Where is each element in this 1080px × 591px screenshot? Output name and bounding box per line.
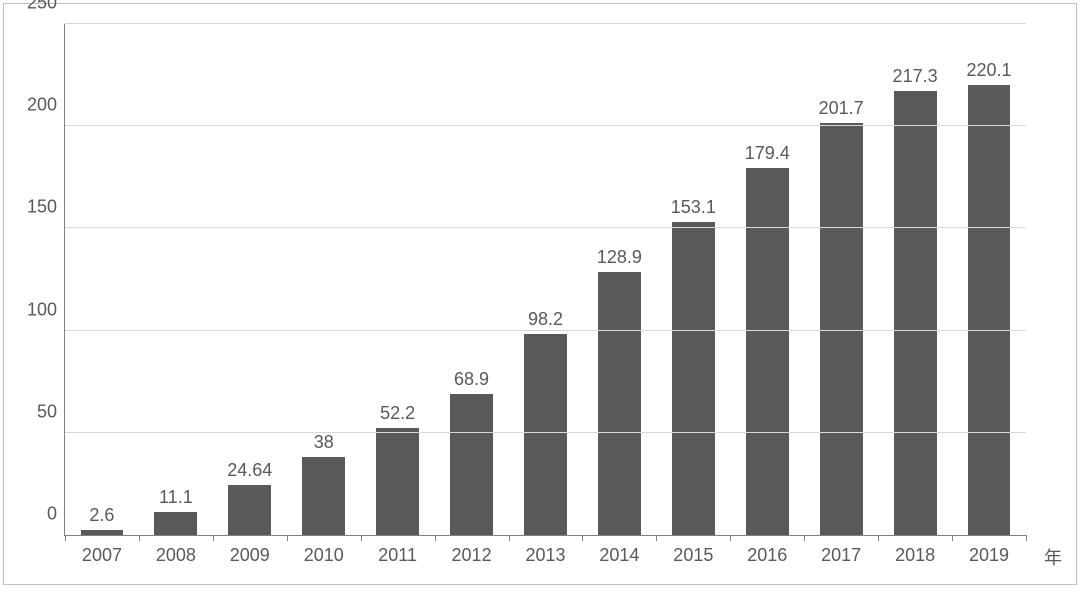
- bar: 220.1: [968, 85, 1011, 535]
- y-tick-label: 200: [27, 95, 65, 116]
- x-tickmark: [213, 535, 214, 541]
- x-tickmark: [435, 535, 436, 541]
- y-tick-label: 150: [27, 197, 65, 218]
- data-label: 24.64: [227, 460, 272, 485]
- bar-slot: 98.22013: [509, 24, 583, 535]
- data-label: 220.1: [966, 60, 1011, 85]
- x-tickmark: [582, 535, 583, 541]
- x-tickmark: [1026, 535, 1027, 541]
- data-label: 2.6: [89, 505, 114, 530]
- x-axis-title: 年: [1044, 544, 1062, 570]
- x-tickmark: [509, 535, 510, 541]
- bar-slot: 382010: [287, 24, 361, 535]
- data-label: 52.2: [380, 403, 415, 428]
- x-tick-label: 2019: [969, 535, 1009, 566]
- gridline: [65, 330, 1026, 331]
- x-tick-label: 2018: [895, 535, 935, 566]
- x-tickmark: [656, 535, 657, 541]
- bar-slot: 2.62007: [65, 24, 139, 535]
- y-tick-label: 0: [47, 504, 65, 525]
- x-tick-label: 2009: [230, 535, 270, 566]
- bar-slot: 11.12008: [139, 24, 213, 535]
- bar: 179.4: [746, 168, 789, 535]
- bar-slot: 68.92012: [435, 24, 509, 535]
- bar-slot: 52.22011: [361, 24, 435, 535]
- x-tick-label: 2017: [821, 535, 861, 566]
- x-tickmark: [287, 535, 288, 541]
- x-tickmark: [952, 535, 953, 541]
- x-tickmark: [804, 535, 805, 541]
- x-tick-label: 2010: [304, 535, 344, 566]
- data-label: 153.1: [671, 197, 716, 222]
- x-tickmark: [65, 535, 66, 541]
- bar-slot: 128.92014: [582, 24, 656, 535]
- bar: 38: [302, 457, 345, 535]
- data-label: 68.9: [454, 369, 489, 394]
- bar: 11.1: [154, 512, 197, 535]
- bar: 153.1: [672, 222, 715, 535]
- bar: 128.9: [598, 272, 641, 535]
- bar: 217.3: [894, 91, 937, 535]
- y-tick-label: 100: [27, 299, 65, 320]
- x-tickmark: [878, 535, 879, 541]
- gridline: [65, 227, 1026, 228]
- data-label: 201.7: [819, 98, 864, 123]
- bar: 68.9: [450, 394, 493, 535]
- bar: 98.2: [524, 334, 567, 535]
- data-label: 179.4: [745, 143, 790, 168]
- bar: 24.64: [228, 485, 271, 535]
- gridline: [65, 125, 1026, 126]
- x-tickmark: [730, 535, 731, 541]
- bar-slot: 153.12015: [656, 24, 730, 535]
- data-label: 217.3: [893, 66, 938, 91]
- bar-slot: 217.32018: [878, 24, 952, 535]
- bar-slot: 24.642009: [213, 24, 287, 535]
- bars-layer: 2.6200711.1200824.64200938201052.2201168…: [65, 24, 1026, 535]
- bar-slot: 201.72017: [804, 24, 878, 535]
- x-tick-label: 2011: [378, 535, 417, 566]
- y-tick-label: 250: [27, 0, 65, 14]
- bar-slot: 220.12019: [952, 24, 1026, 535]
- data-label: 11.1: [159, 487, 193, 512]
- bar: 52.2: [376, 428, 419, 535]
- x-tick-label: 2012: [452, 535, 492, 566]
- gridline: [65, 432, 1026, 433]
- x-tick-label: 2016: [747, 535, 787, 566]
- x-tick-label: 2007: [82, 535, 122, 566]
- x-tick-label: 2014: [599, 535, 639, 566]
- gridline: [65, 23, 1026, 24]
- data-label: 38: [314, 432, 334, 457]
- x-tickmark: [361, 535, 362, 541]
- chart-container: 2.6200711.1200824.64200938201052.2201168…: [3, 3, 1077, 585]
- plot-area: 2.6200711.1200824.64200938201052.2201168…: [64, 24, 1026, 536]
- x-tickmark: [139, 535, 140, 541]
- y-tick-label: 50: [37, 401, 65, 422]
- x-tick-label: 2015: [673, 535, 713, 566]
- x-tick-label: 2008: [156, 535, 196, 566]
- x-tick-label: 2013: [525, 535, 565, 566]
- data-label: 128.9: [597, 247, 642, 272]
- bar-slot: 179.42016: [730, 24, 804, 535]
